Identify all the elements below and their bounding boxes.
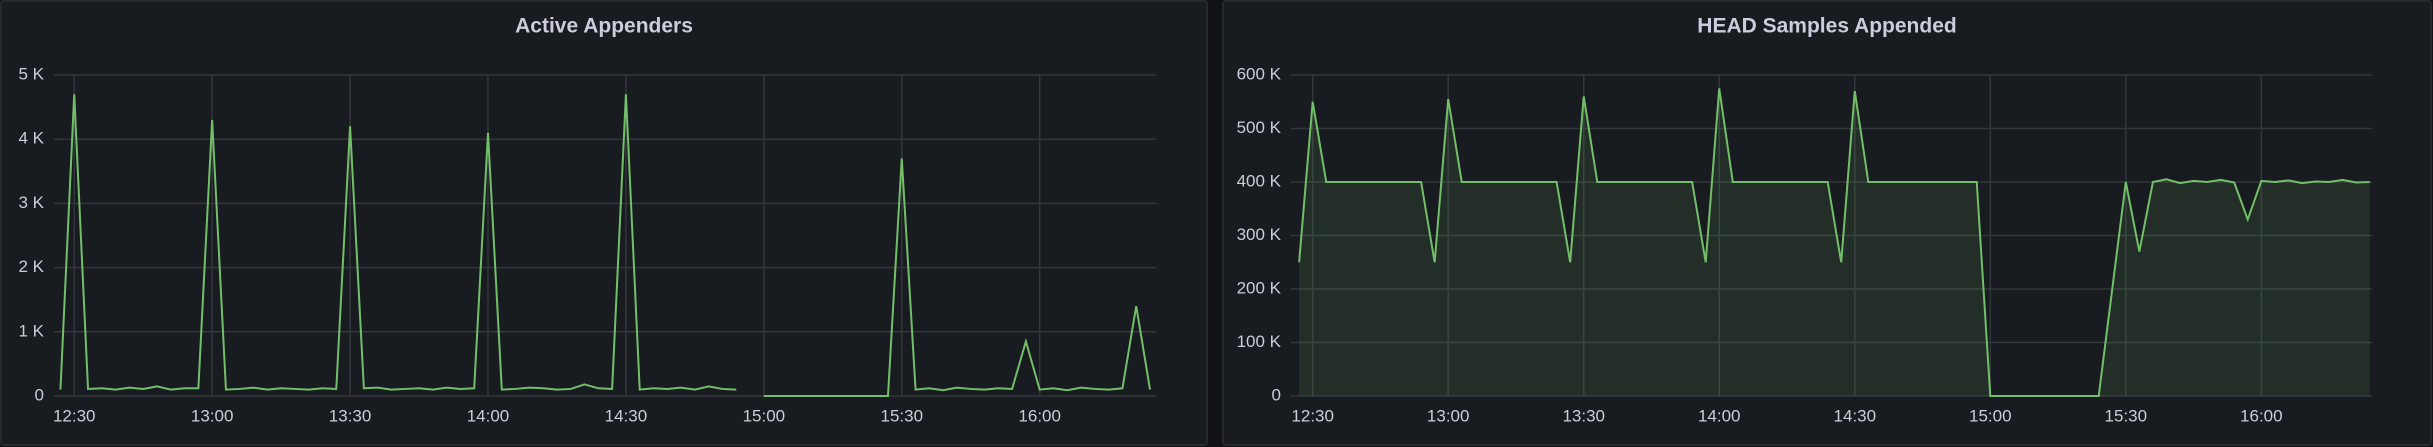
y-tick-label: 0: [1272, 385, 1281, 404]
x-tick-label: 12:30: [1291, 406, 1334, 425]
x-tick-label: 14:00: [467, 406, 510, 425]
panel: [0, 0, 1208, 446]
x-tick-label: 13:30: [1562, 406, 1605, 425]
x-tick-label: 12:30: [53, 406, 96, 425]
x-tick-label: 14:30: [605, 406, 648, 425]
y-tick-label: 100 K: [1237, 332, 1282, 351]
line: [59, 94, 737, 391]
x-tick-label: 13:00: [1427, 406, 1470, 425]
y-tick-label: 400 K: [1237, 171, 1282, 190]
x-tick-label: 15:00: [1969, 406, 2012, 425]
y-tick-label: 0: [35, 385, 44, 404]
x-tick-label: 15:30: [2105, 406, 2148, 425]
x-tick-label: 15:30: [880, 406, 923, 425]
y-tick-label: 500 K: [1237, 118, 1282, 137]
x-tick-label: 13:00: [191, 406, 234, 425]
y-tick-label: 600 K: [1237, 64, 1282, 83]
panel: [1222, 0, 2432, 446]
y-tick-label: 5 K: [18, 64, 44, 83]
y-tick-label: 3 K: [18, 193, 44, 212]
x-tick-label: 15:00: [743, 406, 786, 425]
x-tick-label: 13:30: [329, 406, 372, 425]
y-tick-label: 1 K: [18, 321, 44, 340]
y-tick-label: 300 K: [1237, 225, 1282, 244]
line: [763, 158, 1152, 397]
area: [1299, 88, 2370, 396]
x-tick-label: 16:00: [1018, 406, 1061, 425]
x-tick-label: 14:30: [1833, 406, 1876, 425]
y-tick-label: 2 K: [18, 257, 44, 276]
panel-title: HEAD Samples Appended: [1697, 15, 1956, 38]
y-tick-label: 200 K: [1237, 278, 1282, 297]
x-tick-label: 14:00: [1698, 406, 1741, 425]
panel-title: Active Appenders: [515, 15, 693, 38]
x-tick-label: 16:00: [2240, 406, 2283, 425]
y-tick-label: 4 K: [18, 129, 44, 148]
line: [1298, 88, 2370, 397]
